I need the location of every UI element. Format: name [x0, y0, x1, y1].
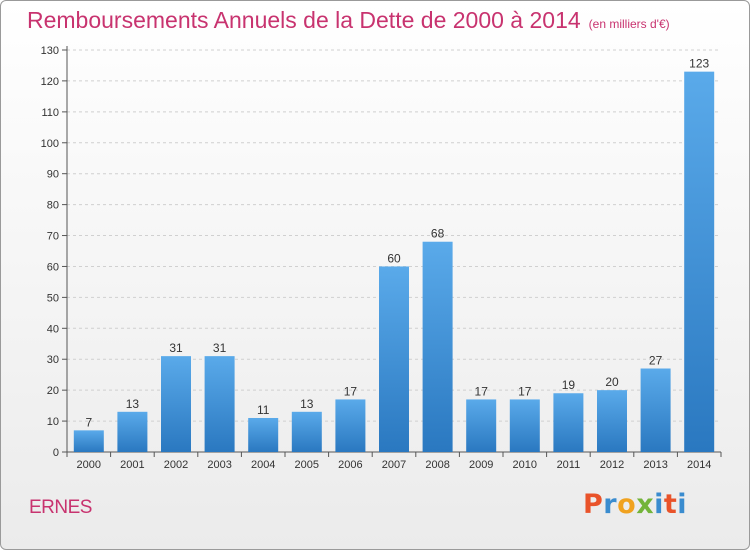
- x-tick-label-2009: 2009: [469, 459, 493, 471]
- y-tick-label: 70: [47, 231, 59, 243]
- brand-letter: r: [603, 489, 618, 520]
- proxiti-logo[interactable]: Proxiti: [583, 489, 687, 520]
- bars: [73, 71, 715, 453]
- bar-2000: [73, 430, 104, 452]
- bar-2014: [684, 71, 715, 453]
- y-tick-label: 50: [47, 292, 59, 304]
- x-tick-label-2001: 2001: [120, 459, 144, 471]
- data-label-2008: 68: [431, 227, 445, 241]
- bar-2008: [422, 241, 453, 452]
- data-label-2001: 13: [126, 397, 140, 411]
- chart-title: Remboursements Annuels de la Dette de 20…: [27, 7, 670, 33]
- data-label-2005: 13: [300, 397, 314, 411]
- bar-2011: [553, 393, 584, 452]
- chart-unit: (en milliers d'€): [588, 17, 670, 31]
- x-tick-label-2011: 2011: [557, 459, 581, 471]
- x-tick-label-2000: 2000: [77, 459, 101, 471]
- data-label-2013: 27: [649, 354, 663, 368]
- data-label-2014: 123: [689, 57, 709, 71]
- y-tick-label: 60: [47, 261, 59, 273]
- x-tick-label-2012: 2012: [600, 459, 624, 471]
- data-label-2011: 19: [562, 378, 576, 392]
- x-tick-label-2003: 2003: [207, 459, 231, 471]
- x-tick-label-2010: 2010: [513, 459, 537, 471]
- y-tick-label: 20: [47, 385, 59, 397]
- y-tick-label: 110: [41, 107, 59, 119]
- bar-2012: [597, 390, 627, 452]
- data-label-2000: 7: [85, 415, 92, 429]
- y-tick-label: 80: [47, 200, 59, 212]
- x-tick-label-2005: 2005: [295, 459, 319, 471]
- data-label-2006: 17: [344, 384, 358, 398]
- y-tick-label: 120: [41, 76, 59, 88]
- y-tick-label: 10: [47, 416, 59, 428]
- bar-2003: [204, 356, 235, 452]
- brand-letter: i: [677, 489, 688, 520]
- brand-letter: i: [654, 489, 664, 520]
- brand-letter: x: [636, 489, 655, 520]
- data-label-2004: 11: [257, 403, 270, 417]
- bar-2010: [509, 399, 540, 452]
- x-tick-label-2002: 2002: [164, 459, 188, 471]
- data-labels: 7 13 31 31 11 13 17 60 68 17 17 19 20 27 123: [85, 57, 709, 430]
- y-tick-label: 40: [47, 323, 59, 335]
- data-label-2010: 17: [518, 384, 532, 398]
- y-tick-label: 30: [47, 354, 59, 366]
- brand-letter: t: [663, 489, 678, 520]
- data-label-2009: 17: [475, 384, 489, 398]
- x-tick-label-2007: 2007: [382, 459, 406, 471]
- bar-2007: [379, 266, 409, 452]
- x-tick-label-2014: 2014: [687, 459, 711, 471]
- x-tick-label-2006: 2006: [338, 459, 362, 471]
- bar-2001: [117, 411, 148, 452]
- data-label-2002: 31: [169, 341, 183, 355]
- bar-2005: [291, 411, 322, 452]
- y-tick-label: 130: [41, 45, 59, 57]
- bar-2004: [248, 417, 279, 452]
- brand-letter: o: [617, 489, 637, 520]
- bar-2009: [466, 399, 497, 452]
- commune-name: ERNES: [29, 497, 92, 518]
- data-label-2003: 31: [213, 341, 227, 355]
- x-tick-label-2013: 2013: [643, 459, 667, 471]
- bar-2006: [335, 399, 366, 452]
- brand-letter: P: [583, 489, 604, 520]
- y-tick-label: 100: [41, 138, 59, 150]
- x-tick-label-2004: 2004: [251, 459, 275, 471]
- data-label-2007: 60: [387, 251, 401, 265]
- y-tick-label: 0: [53, 447, 59, 459]
- bar-2002: [161, 356, 191, 452]
- y-tick-label: 90: [47, 169, 59, 181]
- bar-2013: [640, 368, 671, 452]
- data-label-2012: 20: [605, 375, 619, 389]
- x-tick-label-2008: 2008: [425, 459, 449, 471]
